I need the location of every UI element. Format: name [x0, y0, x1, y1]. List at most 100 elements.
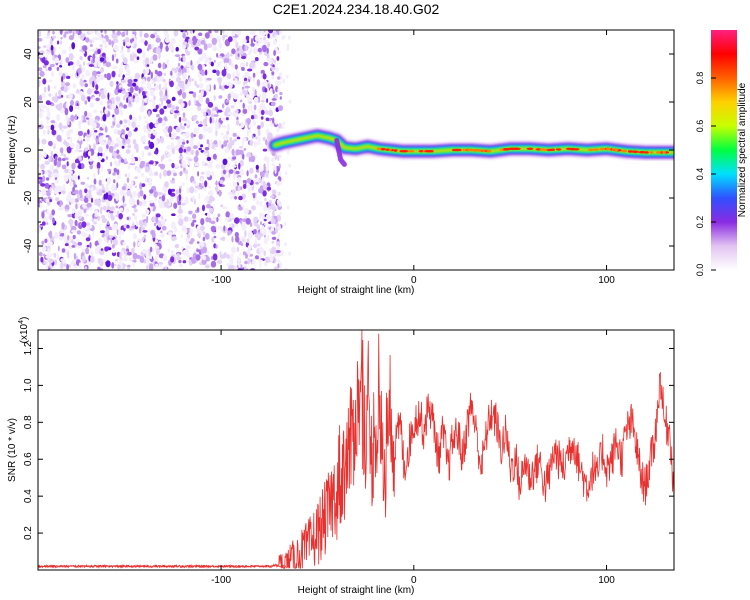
noise-speckle: [94, 90, 100, 95]
noise-speckle: [59, 147, 64, 154]
noise-speckle: [81, 231, 86, 237]
noise-speckle: [216, 55, 222, 59]
noise-speckle: [161, 195, 166, 202]
noise-speckle: [143, 234, 147, 239]
noise-speckle: [257, 47, 262, 53]
noise-speckle: [154, 84, 160, 91]
noise-speckle: [202, 255, 207, 261]
noise-speckle: [252, 257, 256, 265]
noise-speckle: [239, 48, 244, 55]
noise-speckle: [205, 56, 209, 63]
ridge-hotspot: [427, 150, 432, 153]
noise-speckle: [271, 189, 277, 195]
noise-speckle: [271, 75, 275, 80]
noise-speckle: [142, 51, 146, 58]
noise-speckle: [222, 206, 228, 210]
noise-speckle: [252, 30, 256, 37]
ridge-hotspot: [399, 150, 406, 153]
noise-speckle: [177, 200, 182, 206]
noise-speckle: [100, 230, 105, 234]
noise-speckle: [136, 56, 140, 60]
noise-speckle: [63, 33, 67, 38]
noise-speckle: [216, 217, 219, 223]
noise-speckle: [254, 104, 257, 111]
noise-speckle: [68, 45, 72, 52]
y-tick-label: -40: [23, 238, 34, 253]
noise-speckle: [111, 40, 114, 48]
noise-speckle: [197, 106, 202, 111]
noise-speckle: [252, 197, 256, 201]
noise-speckle: [150, 56, 153, 64]
noise-speckle: [148, 99, 154, 103]
noise-speckle: [104, 126, 108, 133]
ridge-hotspot: [656, 151, 661, 154]
noise-speckle: [175, 126, 181, 133]
noise-speckle: [145, 66, 150, 74]
noise-speckle: [182, 141, 186, 145]
noise-speckle: [208, 190, 214, 196]
noise-speckle: [186, 68, 190, 74]
noise-speckle: [182, 72, 188, 79]
noise-speckle: [93, 143, 96, 151]
noise-speckle: [49, 235, 53, 239]
noise-speckle: [138, 156, 142, 163]
noise-speckle: [275, 120, 278, 125]
noise-speckle: [104, 232, 109, 238]
noise-speckle: [224, 110, 230, 117]
noise-speckle: [223, 252, 228, 259]
ridge-hotspot: [644, 151, 649, 154]
noise-speckle: [226, 82, 230, 86]
noise-speckle: [243, 77, 248, 82]
noise-speckle: [135, 220, 139, 227]
noise-speckle: [153, 77, 157, 82]
noise-speckle: [268, 200, 273, 204]
noise-speckle: [79, 123, 82, 130]
noise-speckle: [195, 254, 201, 261]
noise-speckle: [89, 49, 94, 52]
noise-speckle: [96, 244, 102, 250]
noise-speckle: [153, 32, 158, 35]
noise-speckle: [80, 181, 86, 185]
noise-speckle: [52, 217, 55, 224]
noise-speckle: [277, 199, 280, 204]
noise-speckle: [276, 56, 280, 61]
noise-speckle: [181, 117, 188, 122]
noise-speckle: [101, 199, 107, 203]
noise-speckle: [60, 108, 65, 114]
noise-speckle: [242, 180, 247, 183]
noise-speckle: [278, 72, 282, 78]
signal-ridge: [267, 127, 674, 167]
noise-speckle: [141, 213, 146, 218]
noise-speckle: [226, 51, 230, 59]
noise-speckle: [97, 258, 103, 261]
noise-speckle: [163, 72, 167, 77]
noise-speckle: [271, 163, 275, 166]
noise-speckle: [220, 117, 227, 122]
noise-speckle: [252, 120, 256, 127]
noise-speckle: [70, 136, 73, 144]
noise-speckle: [101, 52, 106, 57]
noise-speckle: [218, 42, 223, 49]
noise-speckle: [198, 124, 203, 127]
noise-speckle: [93, 221, 97, 225]
noise-speckle: [271, 98, 277, 101]
noise-speckle: [75, 30, 79, 35]
noise-speckle: [102, 38, 107, 45]
noise-speckle: [259, 246, 264, 254]
noise-speckle: [196, 103, 202, 107]
noise-speckle: [231, 246, 237, 254]
noise-speckle: [47, 247, 50, 255]
noise-speckle: [235, 71, 240, 77]
ridge-hotspot: [614, 148, 619, 152]
noise-speckle: [200, 225, 205, 232]
noise-speckle: [178, 187, 182, 194]
noise-speckle: [72, 83, 77, 89]
noise-speckle: [147, 152, 152, 156]
noise-speckle: [38, 30, 42, 38]
noise-speckle: [146, 47, 150, 52]
ridge-hotspot: [649, 151, 654, 154]
noise-speckle: [255, 169, 260, 173]
colorbar-tick-label: 0.8: [695, 72, 705, 85]
noise-speckle: [89, 242, 92, 249]
noise-speckle: [52, 172, 59, 178]
